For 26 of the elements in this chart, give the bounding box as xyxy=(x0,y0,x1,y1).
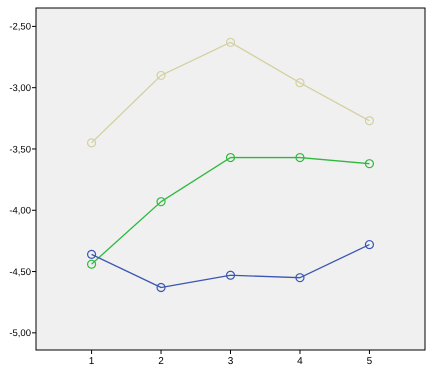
point xyxy=(86,250,96,259)
point xyxy=(226,152,236,162)
point xyxy=(364,159,374,168)
point xyxy=(226,270,236,280)
point xyxy=(86,138,96,148)
x-tick-label: 5 xyxy=(366,356,373,367)
point xyxy=(295,152,305,162)
point xyxy=(156,282,166,292)
y-tick-label: -5,00 xyxy=(9,328,31,340)
point xyxy=(364,240,374,250)
y-tick-label: -4,50 xyxy=(9,266,31,278)
y-tick-label: -4,00 xyxy=(9,206,31,217)
point xyxy=(86,260,96,269)
y-tick-label: -3,00 xyxy=(9,83,31,94)
x-tick-label: 4 xyxy=(297,356,304,367)
x-tick-label: 2 xyxy=(158,356,164,367)
point xyxy=(364,116,374,126)
point xyxy=(295,273,305,282)
x-tick-label: 1 xyxy=(88,356,95,367)
y-tick-label: -3,50 xyxy=(9,144,31,156)
y-tick-label: -2,50 xyxy=(9,22,31,33)
point xyxy=(156,70,166,80)
x-tick-label: 3 xyxy=(228,356,234,367)
point xyxy=(226,38,236,47)
point xyxy=(295,78,305,88)
point xyxy=(156,197,166,206)
